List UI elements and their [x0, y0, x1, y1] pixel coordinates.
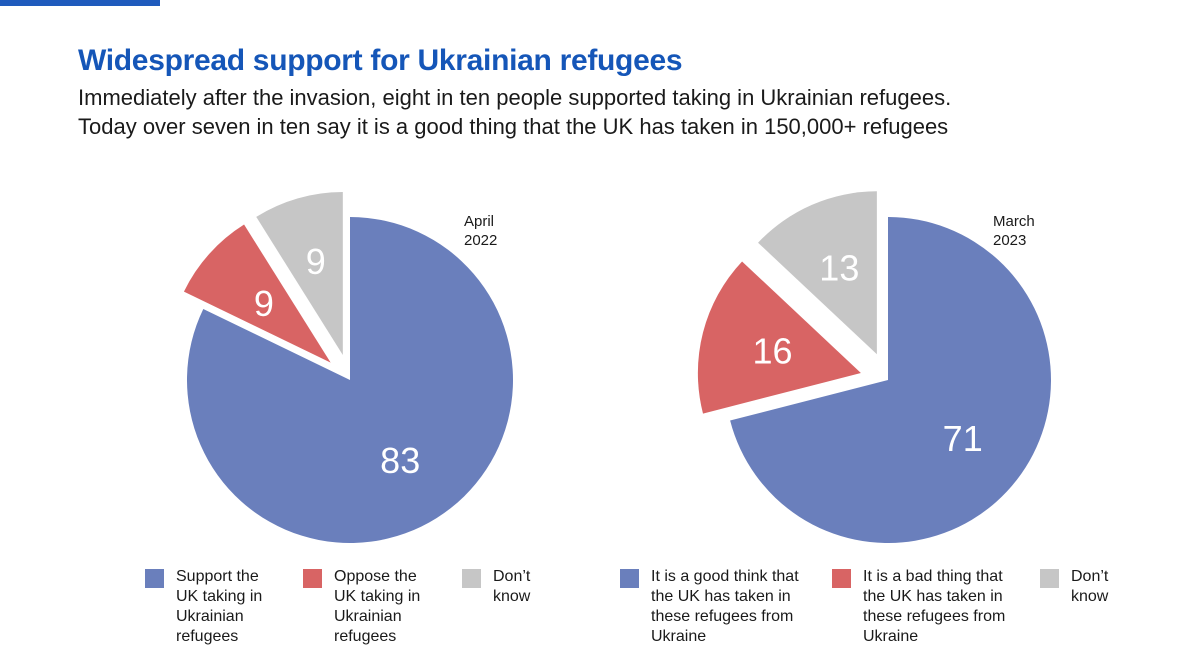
legend-label: Don’t know — [1071, 568, 1109, 605]
period-year: 2023 — [993, 232, 1027, 249]
pie-slice — [186, 217, 514, 543]
legend-item: Support the UK taking in Ukrainian refugees — [145, 567, 262, 647]
pie-chart-april-2022: 83 9 9 April 2022 Support the UK taking in U… — [30, 170, 590, 660]
slice-value-label: 83 — [380, 440, 420, 481]
legend-swatch — [145, 569, 164, 588]
slice-value-label: 13 — [819, 248, 859, 289]
slice-value-label: 71 — [943, 418, 983, 459]
legend-item: Oppose the UK taking in Ukrainian refugees — [303, 567, 420, 647]
pie-slice — [730, 217, 1051, 543]
period-month: April — [464, 213, 495, 230]
pie-slice — [183, 224, 331, 363]
legend-label: Support the UK taking in Ukrainian refugees — [176, 568, 263, 645]
pie-slice — [758, 191, 877, 355]
legend-swatch — [1040, 569, 1059, 588]
legend-label: Oppose the UK taking in Ukrainian refugees — [334, 568, 421, 645]
legend-swatch — [462, 569, 481, 588]
subtitle-line-1: Immediately after the invasion, eight in… — [78, 85, 952, 110]
chart-legend: Support the UK taking in Ukrainian refugees… — [30, 567, 590, 657]
top-accent-rule — [0, 0, 160, 6]
pie-slice — [697, 261, 861, 414]
legend-item: It is a good think that the UK has taken … — [620, 567, 799, 647]
period-label: March 2023 — [993, 212, 1035, 250]
legend-item: Don’t know — [462, 567, 530, 607]
page-subtitle: Immediately after the invasion, eight in… — [78, 83, 1178, 141]
pie-slice — [256, 192, 343, 356]
legend-swatch — [832, 569, 851, 588]
legend-swatch — [620, 569, 639, 588]
slice-value-label: 9 — [306, 241, 326, 282]
slice-value-label: 9 — [254, 283, 274, 324]
pie-chart-march-2023: 71 16 13 March 2023 It is a good think tha… — [590, 170, 1150, 660]
slice-value-label: 16 — [752, 330, 792, 371]
legend-label: It is a good think that the UK has taken … — [651, 568, 799, 645]
legend-item: It is a bad thing that the UK has taken i… — [832, 567, 1005, 647]
subtitle-line-2: Today over seven in ten say it is a good… — [78, 114, 949, 139]
period-year: 2022 — [464, 232, 498, 249]
legend-label: Don’t know — [493, 568, 531, 605]
pie-chart-svg: 71 16 13 — [697, 191, 1051, 543]
legend-swatch — [303, 569, 322, 588]
period-month: March — [993, 213, 1035, 230]
pie-chart-svg: 83 99 — [183, 192, 514, 543]
period-label: April 2022 — [464, 212, 497, 250]
page-title: Widespread support for Ukrainian refugee… — [78, 44, 683, 77]
legend-item: Don’t know — [1040, 567, 1108, 607]
legend-label: It is a bad thing that the UK has taken i… — [863, 568, 1006, 645]
chart-legend: It is a good think that the UK has taken … — [590, 567, 1150, 657]
